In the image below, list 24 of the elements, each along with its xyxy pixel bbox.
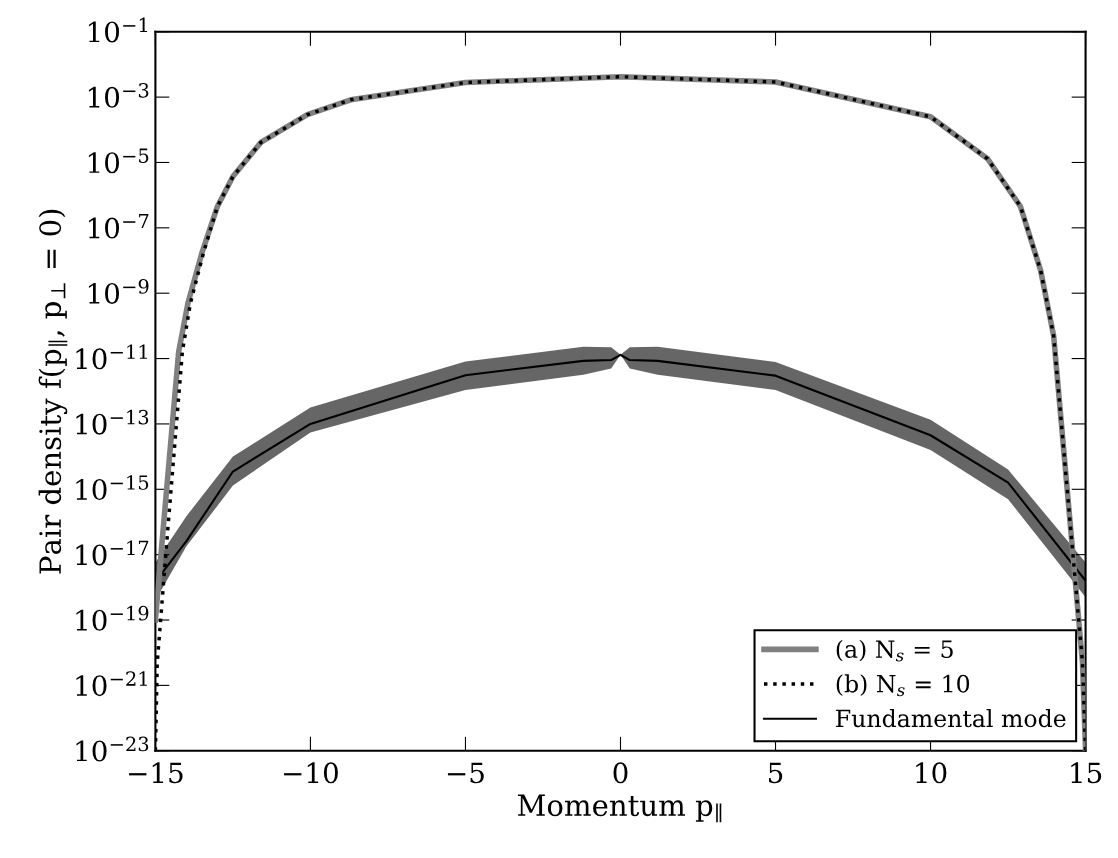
x-tick-label: 10 bbox=[916, 762, 947, 784]
x-tick-label: 5 bbox=[769, 762, 783, 784]
y-tick-label: 10$^{−9}$ bbox=[88, 279, 149, 304]
y-tick-label: 10$^{−21}$ bbox=[76, 671, 147, 697]
x-tick-label: −5 bbox=[447, 762, 484, 784]
x-axis-title: Momentum p$_{∥}$ bbox=[517, 794, 722, 823]
legend-label: Fundamental mode bbox=[836, 709, 1066, 728]
y-tick-label: 10$^{−19}$ bbox=[76, 605, 149, 631]
y-tick-label: 10$^{−11}$ bbox=[76, 344, 147, 370]
y-tick-label: 10$^{−1}$ bbox=[88, 17, 148, 43]
legend-label: (a) N$_{s}$ = 5 bbox=[836, 639, 953, 662]
y-tick-label: 10$^{−23}$ bbox=[76, 736, 149, 762]
x-tick-label: 15 bbox=[1071, 762, 1102, 784]
y-tick-label: 10$^{−3}$ bbox=[88, 82, 149, 108]
y-tick-label: 10$^{−5}$ bbox=[88, 148, 149, 174]
y-tick-label: 10$^{−17}$ bbox=[76, 540, 149, 566]
y-tick-label: 10$^{−7}$ bbox=[88, 213, 149, 239]
x-tick-label: 0 bbox=[613, 762, 628, 784]
x-tick-label: −10 bbox=[284, 762, 338, 784]
x-tick-label: −15 bbox=[129, 762, 183, 784]
y-axis-title: Pair density f(p$_{∥}$, p$_{⊥}$ = 0) bbox=[38, 209, 68, 574]
legend-label: (b) N$_{s}$ = 10 bbox=[836, 674, 970, 697]
y-tick-label: 10$^{−13}$ bbox=[76, 409, 149, 435]
y-tick-label: 10$^{−15}$ bbox=[76, 475, 149, 501]
